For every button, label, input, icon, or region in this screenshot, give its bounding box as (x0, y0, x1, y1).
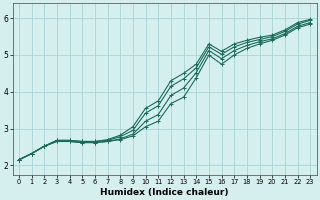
X-axis label: Humidex (Indice chaleur): Humidex (Indice chaleur) (100, 188, 229, 197)
